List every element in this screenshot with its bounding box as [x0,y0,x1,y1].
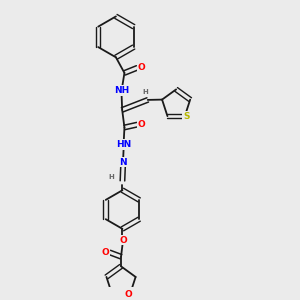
Text: NH: NH [114,86,129,95]
Text: N: N [119,158,127,166]
Text: H: H [142,89,148,95]
Text: H: H [109,174,115,180]
Text: S: S [183,112,190,121]
Text: O: O [101,248,109,257]
Text: O: O [138,63,146,72]
Text: O: O [119,236,127,245]
Text: HN: HN [116,140,131,149]
Text: O: O [138,120,146,129]
Text: O: O [125,290,133,298]
